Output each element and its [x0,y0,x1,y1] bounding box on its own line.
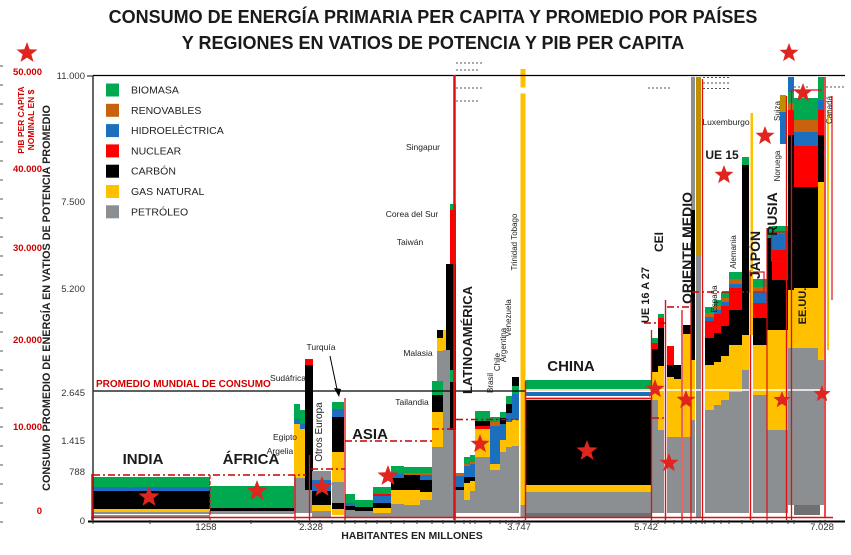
svg-text:PETRÓLEO: PETRÓLEO [131,205,188,218]
svg-text:0: 0 [80,516,85,527]
svg-text:CARBÓN: CARBÓN [131,165,176,178]
svg-text:Otros Europa: Otros Europa [314,402,325,462]
svg-text:Egipto: Egipto [273,432,297,442]
svg-text:40.000: 40.000 [13,164,42,175]
svg-text:PIB PER CAPITA: PIB PER CAPITA [16,86,26,153]
svg-text:NUCLEAR: NUCLEAR [131,145,182,157]
svg-text:Luxemburgo: Luxemburgo [702,117,750,127]
svg-text:ASIA: ASIA [352,426,388,443]
svg-text:Argelia: Argelia [267,446,294,456]
svg-text:GAS NATURAL: GAS NATURAL [131,186,204,198]
svg-text:1.415: 1.415 [61,436,85,447]
svg-text:Canadá: Canadá [825,95,834,124]
svg-text:3.747: 3.747 [507,522,531,533]
svg-text:ÁFRICA: ÁFRICA [223,451,280,468]
svg-text:Turquía: Turquía [307,342,336,352]
svg-text:30.000: 30.000 [13,243,42,254]
svg-text:UE 16 A 27: UE 16 A 27 [640,267,652,323]
svg-text:Venezuela: Venezuela [504,299,513,337]
svg-text:Trinidad Tobago: Trinidad Tobago [510,213,519,270]
svg-text:Noruega: Noruega [773,150,782,181]
svg-text:Singapur: Singapur [406,142,440,152]
svg-text:JAPÓN: JAPÓN [746,231,763,279]
svg-text:Suiza: Suiza [773,100,782,121]
svg-text:RENOVABLES: RENOVABLES [131,105,201,117]
svg-text:UE 15: UE 15 [705,148,739,162]
svg-text:PROMEDIO MUNDIAL DE CONSUMO: PROMEDIO MUNDIAL DE CONSUMO [96,379,271,390]
svg-text:11.000: 11.000 [57,71,85,82]
svg-text:LATINOAMÉRICA: LATINOAMÉRICA [460,285,475,394]
svg-text:HIDROELÉCTRICA: HIDROELÉCTRICA [131,124,224,137]
svg-text:2.645: 2.645 [61,388,85,399]
svg-text:Corea del Sur: Corea del Sur [386,209,439,219]
svg-text:EE.UU.: EE.UU. [797,288,809,325]
svg-text:7.028: 7.028 [810,522,834,533]
svg-text:CONSUMO DE ENERGÍA PRIMARIA PE: CONSUMO DE ENERGÍA PRIMARIA PER CAPITA Y… [109,6,758,27]
svg-text:0: 0 [37,506,42,517]
svg-text:Y REGIONES EN VATIOS DE POTENC: Y REGIONES EN VATIOS DE POTENCIA Y PIB P… [182,33,684,53]
svg-text:20.000: 20.000 [13,335,42,346]
svg-text:CHINA: CHINA [547,358,595,375]
svg-text:788: 788 [69,467,85,478]
svg-text:5.742: 5.742 [634,522,658,533]
svg-text:Chile: Chile [493,352,502,371]
svg-text:CEI: CEI [652,232,666,252]
svg-text:España: España [710,285,719,313]
svg-text:Brasil: Brasil [486,373,495,393]
svg-text:NOMINAL EN $: NOMINAL EN $ [26,89,36,150]
svg-text:10.000: 10.000 [13,422,42,433]
svg-text:Argentina: Argentina [499,327,508,362]
svg-text:7.500: 7.500 [61,197,85,208]
svg-text:5.200: 5.200 [61,284,85,295]
svg-text:Taiwán: Taiwán [397,237,424,247]
svg-text:HABITANTES EN MILLONES: HABITANTES EN MILLONES [341,530,483,542]
svg-text:Alemania: Alemania [729,235,738,269]
svg-text:Malasia: Malasia [403,348,433,358]
svg-text:ORIENTE MEDIO: ORIENTE MEDIO [679,192,695,304]
svg-text:CONSUMO PROMEDIO DE ENERGÍA E: CONSUMO PROMEDIO DE ENERGÍA EN VATIOS DE… [40,105,53,491]
svg-text:RUSIA: RUSIA [764,192,780,236]
svg-text:2.328: 2.328 [299,522,323,533]
svg-text:BIOMASA: BIOMASA [131,85,179,97]
svg-text:INDIA: INDIA [123,451,164,468]
svg-text:50.000: 50.000 [13,67,42,78]
svg-text:Tailandia: Tailandia [395,397,429,407]
svg-text:1258: 1258 [195,522,216,533]
svg-text:Sudáfrica: Sudáfrica [270,373,306,383]
